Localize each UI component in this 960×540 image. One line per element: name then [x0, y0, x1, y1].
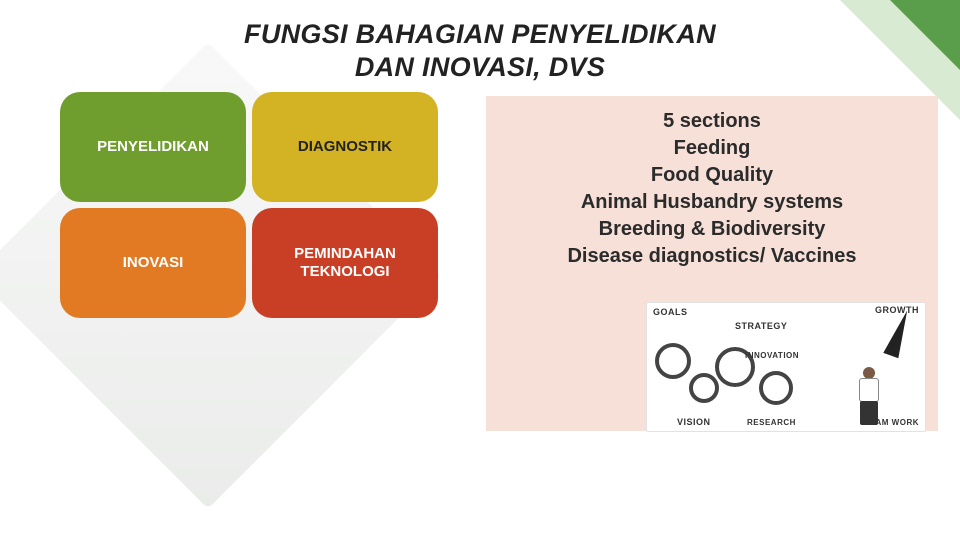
label-vision: VISION	[677, 417, 711, 427]
label-research: RESEARCH	[747, 418, 796, 427]
sections-text: 5 sections Feeding Food Quality Animal H…	[486, 108, 938, 270]
quad-cell-label: PENYELIDIKAN	[87, 138, 219, 156]
label-teamwork: TEAM WORK	[864, 418, 919, 427]
label-goals: GOALS	[653, 307, 688, 317]
person-icon	[855, 367, 883, 425]
quad-cell-label: PEMINDAHAN TEKNOLOGI	[252, 245, 438, 280]
section-item: Feeding	[486, 135, 938, 162]
title-line-2: DAN INOVASI, DVS	[0, 51, 960, 84]
section-item: Breeding & Biodiversity	[486, 216, 938, 243]
section-item: Disease diagnostics/ Vaccines	[486, 243, 938, 270]
four-function-quad: PENYELIDIKAN DIAGNOSTIK INOVASI PEMINDAH…	[60, 92, 440, 324]
label-strategy: STRATEGY	[735, 321, 787, 331]
quad-cell-penyelidikan: PENYELIDIKAN	[60, 92, 246, 202]
section-item: Animal Husbandry systems	[486, 189, 938, 216]
slide-title: FUNGSI BAHAGIAN PENYELIDIKAN DAN INOVASI…	[0, 18, 960, 84]
section-item: Food Quality	[486, 162, 938, 189]
quad-cell-label: DIAGNOSTIK	[288, 138, 402, 156]
strategy-illustration: GOALS STRATEGY INNOVATION GROWTH VISION …	[646, 302, 926, 432]
growth-arrow-icon	[883, 308, 914, 359]
label-growth: GROWTH	[875, 305, 919, 315]
quad-cell-pemindahan-teknologi: PEMINDAHAN TEKNOLOGI	[252, 208, 438, 318]
title-line-1: FUNGSI BAHAGIAN PENYELIDIKAN	[0, 18, 960, 51]
slide: FUNGSI BAHAGIAN PENYELIDIKAN DAN INOVASI…	[0, 0, 960, 540]
gear-icon	[689, 373, 719, 403]
sections-heading: 5 sections	[486, 108, 938, 135]
gear-icon	[759, 371, 793, 405]
label-innovation: INNOVATION	[745, 351, 799, 360]
gear-icon	[655, 343, 691, 379]
quad-cell-diagnostik: DIAGNOSTIK	[252, 92, 438, 202]
quad-cell-label: INOVASI	[113, 254, 194, 272]
quad-cell-inovasi: INOVASI	[60, 208, 246, 318]
